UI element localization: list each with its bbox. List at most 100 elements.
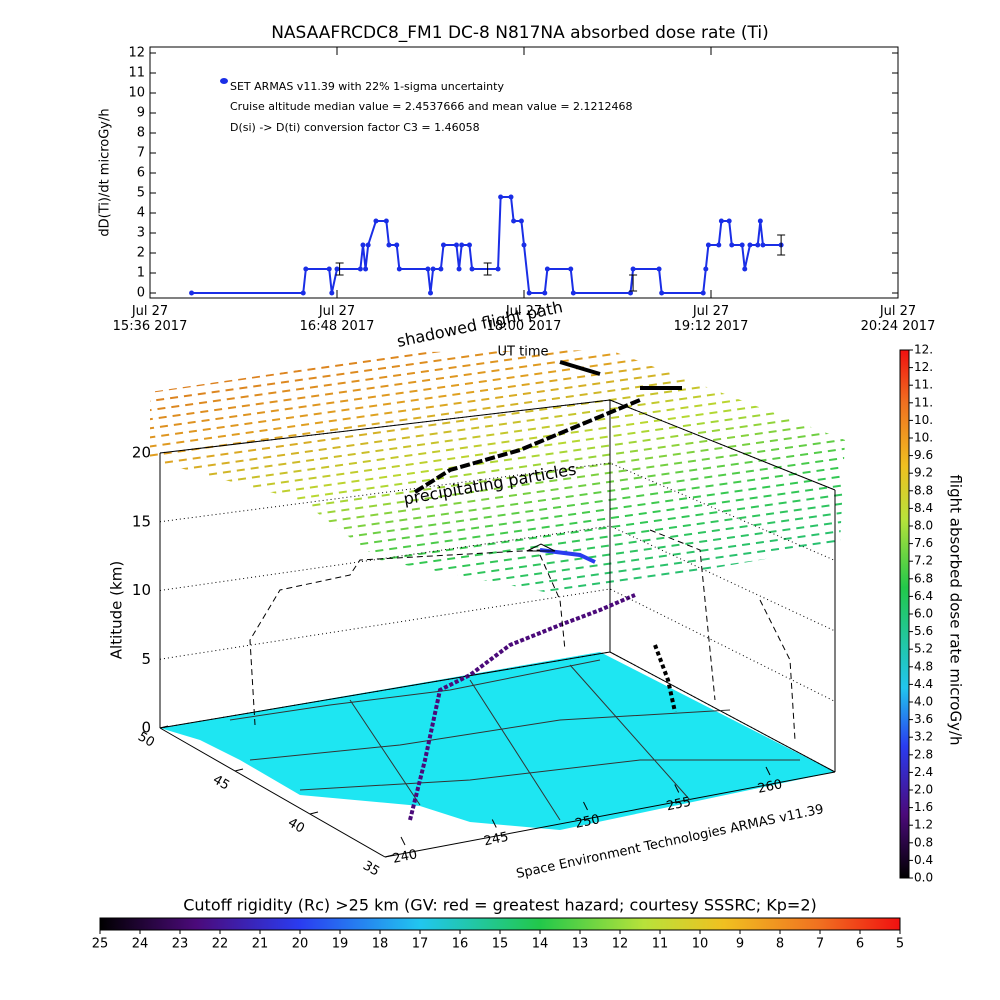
data-point [334,266,340,272]
colorbar-tick-label: 12 [612,937,629,952]
colorbar-tick-label: 25 [92,937,109,952]
x-tick-label: Jul 27 18:00 2017 [486,304,562,334]
colorbar-tick-label: 3.2 [914,730,933,744]
colorbar-tick-label: 18 [372,937,389,952]
lon-tick-label: 260 [756,777,783,797]
x-tick-label: Jul 27 20:24 2017 [860,304,936,334]
data-point [542,290,548,296]
lon-tick-label: 250 [574,812,601,832]
y-tick-label: 11 [128,66,145,81]
lon-tick [674,784,680,793]
colorbar-label: flight absorbed dose rate microGy/h [947,474,965,745]
y-tick-label: 8 [137,126,145,141]
error-bar [335,262,344,276]
data-point [521,242,527,248]
colorbar-tick-label: 2.0 [914,783,933,797]
error-bar [777,234,786,256]
dose-cloud [140,340,850,600]
colorbar-tick-label: 13 [572,937,589,952]
data-point [742,266,748,272]
lat-tick-label: 50 [135,729,157,750]
colorbar-tick-label: 6.4 [914,589,933,603]
y-tick-label: 9 [137,106,145,121]
data-point [360,242,366,248]
lat-tick [234,768,244,772]
data-point [189,290,195,296]
data-point [716,242,722,248]
x-tick-label: Jul 27 16:48 2017 [299,304,375,334]
z-tick-label: 15 [132,512,151,530]
colorbar-tick-label: 9.6 [914,448,933,462]
colorbar-tick-label: 11. [914,395,933,409]
colorbar-tick-label: 2.8 [914,747,933,761]
colorbar-tick-label: 11. [914,378,933,392]
data-point [466,242,472,248]
colorbar-tick-label: 0.8 [914,835,933,849]
data-point [570,290,576,296]
flight-path [249,360,796,821]
z-tick-label: 10 [132,581,151,599]
scene-3d [140,340,850,858]
lon-tick [491,819,497,828]
data-point [627,290,633,296]
y-tick-label: 4 [137,206,145,221]
data-point [755,242,761,248]
lon-tick-label: 255 [665,795,692,815]
data-point [495,266,501,272]
colorbar-tick-label: 11 [652,937,669,952]
colorbar-tick-label: 3.6 [914,712,933,726]
data-point [526,290,532,296]
data-point [729,242,735,248]
data-point [440,242,446,248]
z-grid-line [159,525,836,632]
map-lines [229,659,800,821]
colorbar-tick-label: 10. [914,431,933,445]
z-tick-label: 20 [132,444,151,462]
data-point [396,266,402,272]
data-point [329,290,335,296]
lon-tick-label: 245 [483,830,510,850]
data-point [456,266,462,272]
colorbar-right [899,349,910,879]
legend-label: SET ARMAS v11.39 with 22% 1-sigma uncert… [230,80,504,93]
colorbar-tick-label: 4.8 [914,659,933,673]
colorbar-tick-label: 20 [292,937,309,952]
data-point [303,266,309,272]
data-point [383,218,389,224]
colorbar-tick-label: 19 [332,937,349,952]
colorbar-bottom [99,917,901,931]
y-axis-label: dD(Ti)/dt microGy/h [98,108,113,236]
colorbar-tick-label: 0.4 [914,853,933,867]
data-point [700,290,706,296]
y-tick-label: 1 [137,266,145,281]
data-point [656,266,662,272]
lat-tick [159,725,169,729]
data-point [703,266,709,272]
lon-tick [400,836,406,846]
data-point [568,266,574,272]
data-point [705,242,711,248]
colorbar-tick-label: 8.8 [914,483,933,497]
error-bar [483,262,492,276]
y-tick-label: 0 [137,286,145,301]
data-point [747,242,753,248]
data-point [373,218,379,224]
z-tick-label: 0 [141,719,151,737]
z-tick-label: 5 [141,650,151,668]
colorbar-tick-label: 5 [896,937,904,952]
colorbar-tick-label: 12. [914,360,933,374]
colorbar-tick-label: 5.2 [914,642,933,656]
lat-tick [309,811,319,815]
annotation: D(si) -> D(ti) conversion factor C3 = 1.… [230,121,480,134]
colorbar-tick-label: 6.0 [914,607,933,621]
annotation: UT time [498,345,549,360]
x-tick-label: Jul 27 15:36 2017 [112,304,188,334]
chart-title: NASAAFRCDC8_FM1 DC-8 N817NA absorbed dos… [271,23,769,43]
data-point [757,218,763,224]
data-point [659,290,665,296]
colorbar-title: Cutoff rigidity (Rc) >25 km (GV: red = g… [183,896,817,915]
colorbar-tick-label: 0.0 [914,871,933,885]
colorbar-tick-label: 21 [252,937,269,952]
